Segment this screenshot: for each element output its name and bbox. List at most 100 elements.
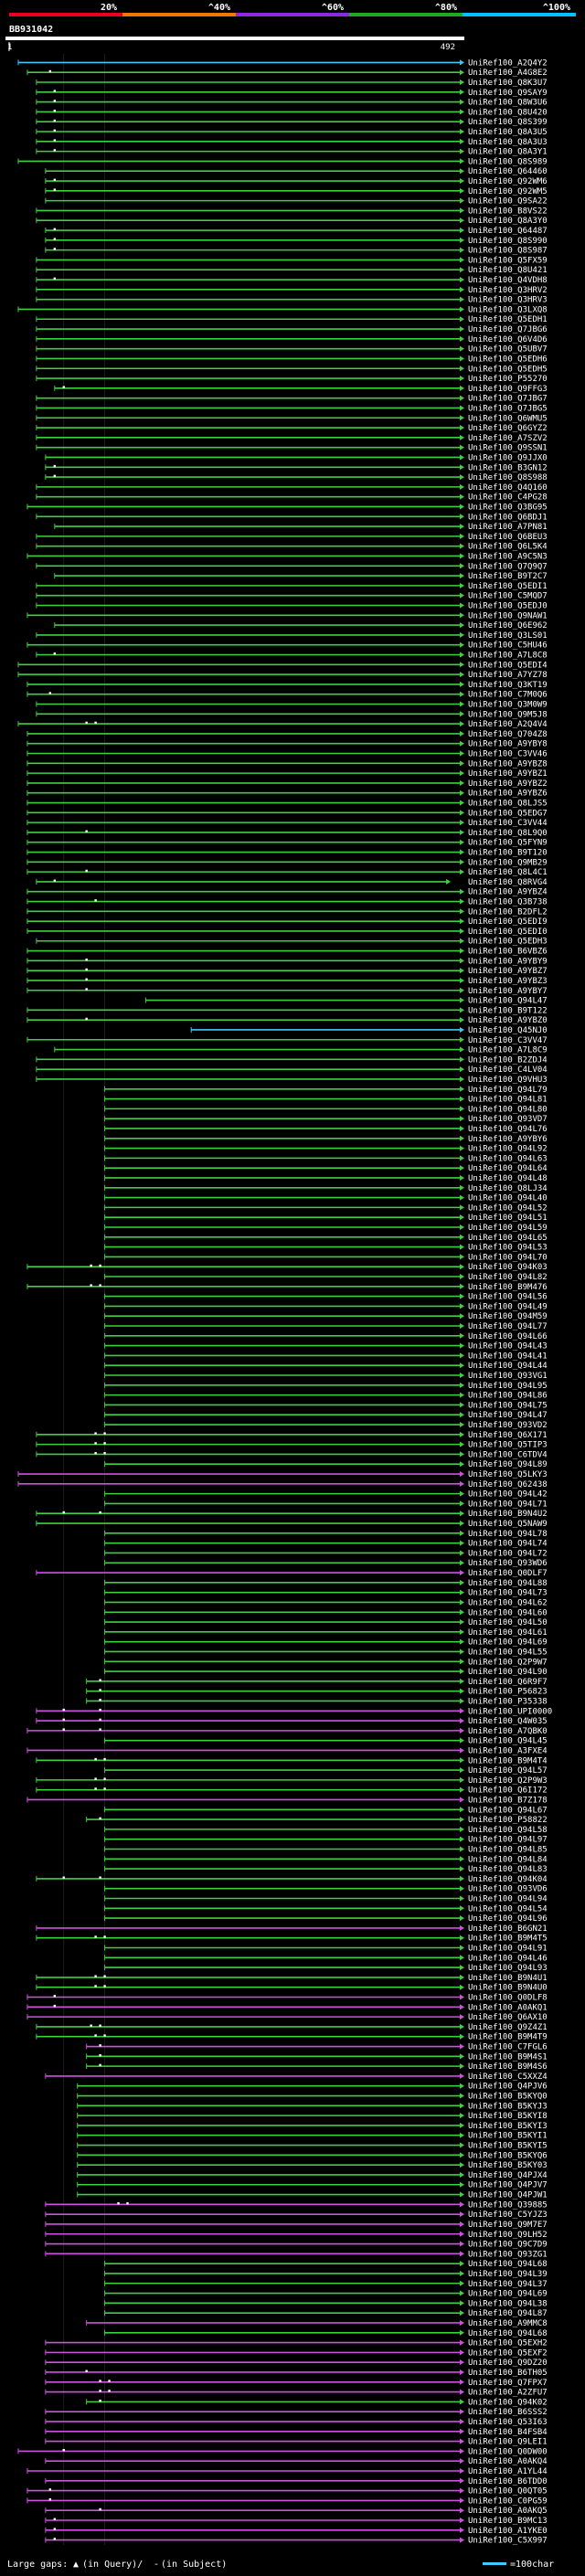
hit-end-arrow xyxy=(460,1678,464,1684)
large-gap-marker xyxy=(85,830,88,832)
hit-row: UniRef100_Q94L78 xyxy=(104,1530,548,1539)
hit-end-arrow xyxy=(460,1994,464,2000)
hit-label: UniRef100_B9M4S1 xyxy=(468,2052,548,2062)
hit-end-arrow xyxy=(460,1786,464,1793)
hit-row: UniRef100_Q9VHU3 xyxy=(36,1076,548,1085)
hit-row: UniRef100_Q94L48 xyxy=(104,1174,548,1183)
hit-label: UniRef100_A9YBZ4 xyxy=(468,888,548,897)
large-gap-marker xyxy=(53,2528,56,2530)
hit-label: UniRef100_B9N4U1 xyxy=(468,1974,548,1983)
hit-end-arrow xyxy=(460,2063,464,2070)
hit-row: UniRef100_Q3B738 xyxy=(27,898,548,907)
hit-row: UniRef100_A7QBK0 xyxy=(27,1727,548,1736)
large-gap-marker xyxy=(108,2390,111,2392)
hit-end-arrow xyxy=(460,1817,464,1823)
hit-row: UniRef100_A7L8C9 xyxy=(54,1046,548,1055)
hit-end-arrow xyxy=(460,2083,464,2089)
hit-row: UniRef100_Q5EDG7 xyxy=(27,809,548,818)
hit-end-arrow xyxy=(460,553,464,559)
legend-subject-text: (in Subject) xyxy=(161,2560,227,2570)
hit-row: UniRef100_Q3HRV3 xyxy=(36,296,548,305)
hit-label: UniRef100_B6TDD0 xyxy=(468,2477,548,2486)
hit-label: UniRef100_Q94L93 xyxy=(468,1964,548,1973)
hit-end-arrow xyxy=(460,730,464,737)
hit-row: UniRef100_Q53I63 xyxy=(45,2418,548,2427)
large-gap-marker xyxy=(53,149,56,152)
hit-row: UniRef100_Q94L59 xyxy=(104,1224,548,1233)
hit-end-arrow xyxy=(460,622,464,629)
hit-end-arrow xyxy=(460,1125,464,1131)
hit-row: UniRef100_A9YBZ1 xyxy=(27,769,548,779)
hit-end-arrow xyxy=(460,740,464,747)
large-gap-marker xyxy=(94,1787,97,1790)
hit-row: UniRef100_A9YBZ7 xyxy=(27,967,548,976)
hit-label: UniRef100_Q92WM5 xyxy=(468,187,548,196)
hit-row: UniRef100_Q94L81 xyxy=(104,1096,548,1105)
hit-end-arrow xyxy=(460,247,464,253)
large-gap-marker xyxy=(53,178,56,182)
hit-end-arrow xyxy=(460,1609,464,1616)
large-gap-marker xyxy=(103,1442,106,1445)
hit-row: UniRef100_Q94L58 xyxy=(104,1826,548,1835)
hit-row: UniRef100_Q6BEU3 xyxy=(36,533,548,542)
hit-label: UniRef100_Q9LH52 xyxy=(468,2231,548,2240)
hit-label: UniRef100_C5YJZ3 xyxy=(468,2210,548,2220)
hit-label: UniRef100_Q94L57 xyxy=(468,1766,548,1776)
hit-row: UniRef100_Q4PJV7 xyxy=(77,2181,548,2190)
hit-row: UniRef100_Q0DLF8 xyxy=(27,1994,548,2003)
hit-end-arrow xyxy=(460,2132,464,2138)
hit-end-arrow xyxy=(460,1244,464,1250)
hit-row: UniRef100_Q7FPX7 xyxy=(45,2379,548,2388)
hit-end-arrow xyxy=(460,1924,464,1931)
hit-end-arrow xyxy=(460,1915,464,1922)
hit-label: UniRef100_A2ZFU7 xyxy=(468,2389,548,2398)
hit-row: UniRef100_Q9FFG3 xyxy=(54,385,548,394)
hit-row: UniRef100_Q5EDH1 xyxy=(36,315,548,324)
hit-label: UniRef100_Q8A3U3 xyxy=(468,138,548,147)
hit-end-arrow xyxy=(460,1521,464,1527)
hit-end-arrow xyxy=(460,1461,464,1468)
hit-label: UniRef100_Q94K04 xyxy=(468,1875,548,1884)
hit-row: UniRef100_Q2P9W7 xyxy=(104,1658,548,1667)
hit-row: UniRef100_Q94L87 xyxy=(104,2309,548,2318)
hit-label: UniRef100_Q6X171 xyxy=(468,1431,548,1440)
hit-end-arrow xyxy=(460,1174,464,1181)
hit-row: UniRef100_B9T122 xyxy=(27,1006,548,1015)
hit-label: UniRef100_B5KYI5 xyxy=(468,2142,548,2151)
hit-label: UniRef100_Q94L80 xyxy=(468,1105,548,1114)
hit-row: UniRef100_B9T120 xyxy=(27,849,548,858)
hit-end-arrow xyxy=(460,2014,464,2020)
large-gap-marker xyxy=(99,1876,101,1879)
large-gap-marker xyxy=(62,386,65,388)
hit-row: UniRef100_Q5UBV7 xyxy=(36,345,548,355)
hit-label: UniRef100_Q4VDH8 xyxy=(468,276,548,285)
hit-end-arrow xyxy=(460,987,464,993)
hit-end-arrow xyxy=(460,829,464,835)
hit-end-arrow xyxy=(460,1046,464,1053)
hit-row: UniRef100_B9N4U0 xyxy=(36,1984,548,1993)
hit-label: UniRef100_Q93VD7 xyxy=(468,1115,548,1124)
hit-label: UniRef100_Q5EDI0 xyxy=(468,928,548,937)
hit-label: UniRef100_Q94L84 xyxy=(468,1855,548,1864)
hit-end-arrow xyxy=(460,376,464,382)
hit-row: UniRef100_B9T2C7 xyxy=(54,572,548,581)
hit-row: UniRef100_Q5EDH3 xyxy=(36,938,548,947)
hit-end-arrow xyxy=(460,2280,464,2286)
large-gap-marker xyxy=(48,69,52,73)
hit-row: UniRef100_Q5EDI4 xyxy=(17,661,548,670)
hit-end-arrow xyxy=(460,770,464,777)
hit-label: UniRef100_A9YBY8 xyxy=(468,740,548,749)
hit-label: UniRef100_Q94L88 xyxy=(468,1579,548,1588)
hit-end-arrow xyxy=(460,1264,464,1270)
hit-end-arrow xyxy=(460,257,464,263)
hit-end-arrow xyxy=(460,286,464,292)
scale-tick-label: ^40% xyxy=(208,3,230,13)
scale-segment xyxy=(463,13,576,16)
hit-label: UniRef100_Q94L53 xyxy=(468,1244,548,1253)
hit-end-arrow xyxy=(460,1135,464,1141)
hit-end-arrow xyxy=(460,1599,464,1606)
hit-label: UniRef100_Q94L56 xyxy=(468,1293,548,1302)
hit-row: UniRef100_Q92WM5 xyxy=(45,187,548,196)
hit-row: UniRef100_Q8A3Y0 xyxy=(36,217,548,226)
hit-end-arrow xyxy=(460,2409,464,2415)
